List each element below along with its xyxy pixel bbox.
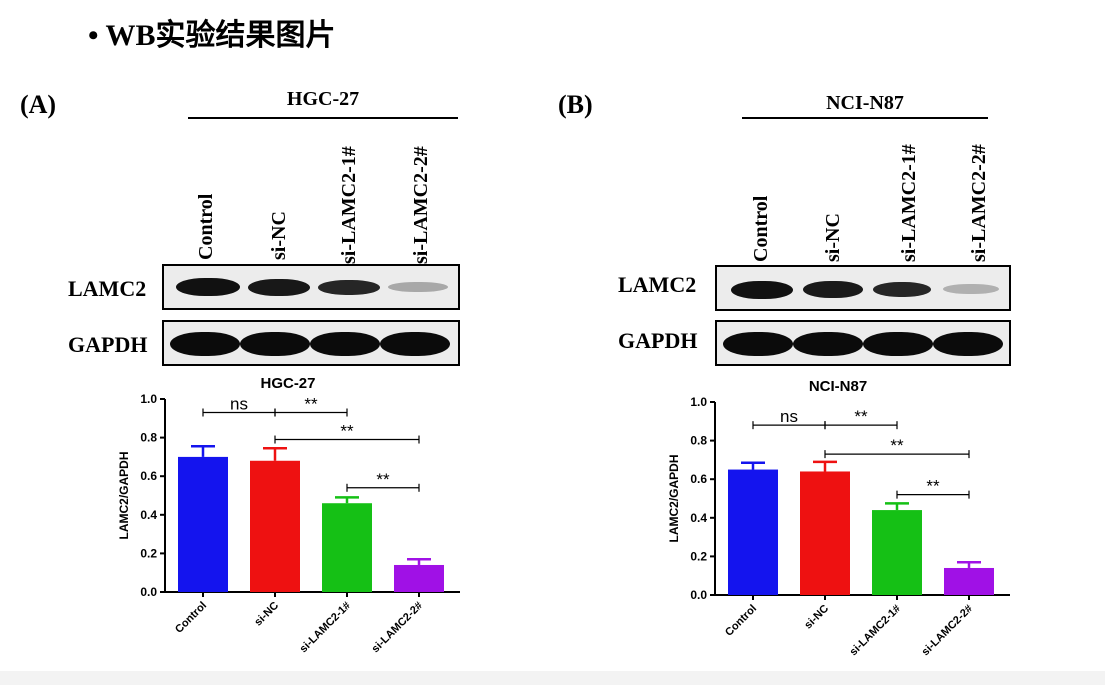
x-tick-label: Control: [723, 603, 759, 639]
significance-label: **: [926, 477, 940, 496]
significance-label: **: [304, 395, 318, 414]
band: [388, 282, 448, 292]
y-tick-label: 1.0: [140, 392, 157, 406]
band: [176, 278, 240, 296]
y-axis-label: LAMC2/GAPDH: [667, 454, 681, 542]
band: [310, 332, 380, 356]
lane-label-control: Control: [750, 195, 772, 262]
title-text: WB实验结果图片: [105, 19, 336, 52]
y-tick-label: 0.8: [140, 431, 157, 445]
slide-title: • WB实验结果图片: [88, 10, 336, 54]
blot-gapdh: [162, 320, 460, 366]
y-tick-label: 0.4: [690, 511, 707, 525]
y-axis-label: LAMC2/GAPDH: [117, 451, 131, 539]
band: [943, 284, 999, 294]
bar: [944, 567, 994, 595]
band: [723, 332, 793, 356]
y-tick-label: 0.6: [140, 469, 157, 483]
panel-label: (B): [558, 90, 593, 119]
footer-strip: [0, 671, 1105, 685]
significance-label: **: [854, 407, 868, 426]
blot-lamc2: [162, 264, 460, 310]
band: [933, 332, 1003, 356]
band: [873, 282, 931, 297]
lane-label-si-lamc2-1: si-LAMC2-1#: [898, 144, 920, 262]
bar: [394, 564, 444, 592]
significance-label: **: [376, 470, 390, 489]
cell-line-label: NCI-N87: [826, 92, 904, 114]
x-tick-label: si-NC: [802, 603, 831, 632]
y-tick-label: 1.0: [690, 395, 707, 409]
protein-label-gapdh: GAPDH: [618, 328, 698, 353]
band: [863, 332, 933, 356]
x-tick-label: si-LAMC2-1#: [848, 603, 904, 659]
chart-title: HGC-27: [260, 375, 315, 392]
bar: [800, 471, 850, 595]
bar: [872, 510, 922, 595]
significance-label: ns: [780, 407, 798, 426]
lane-label-si-nc: si-NC: [822, 213, 844, 262]
band: [248, 279, 310, 296]
band: [793, 332, 863, 356]
band: [380, 332, 450, 356]
protein-label-gapdh: GAPDH: [68, 332, 148, 357]
band: [803, 281, 863, 298]
band: [170, 332, 240, 356]
bar-chart: NCI-N87 0.0 0.2 0.4 0.6 0.8 1.0 LAMC2/GAPDH Cont…: [667, 378, 1010, 659]
y-tick-label: 0.2: [690, 549, 707, 563]
y-tick-label: 0.2: [140, 546, 157, 560]
band: [731, 281, 793, 299]
bar: [250, 460, 300, 592]
bar: [728, 469, 778, 595]
y-tick-label: 0.0: [690, 588, 707, 602]
significance-label: **: [890, 436, 904, 455]
y-tick-label: 0.0: [140, 585, 157, 599]
cell-line-bracket: [188, 117, 458, 119]
y-tick-label: 0.4: [140, 508, 157, 522]
blot-lamc2: [715, 265, 1011, 311]
cell-line-label: HGC-27: [286, 88, 360, 110]
lane-label-si-lamc2-2: si-LAMC2-2#: [968, 144, 990, 262]
cell-line-bracket: [742, 117, 988, 119]
bullet: •: [88, 19, 99, 52]
chart-title: NCI-N87: [809, 378, 867, 395]
bar: [322, 503, 372, 592]
protein-label-lamc2: LAMC2: [618, 272, 697, 297]
panel-label: (A): [20, 90, 57, 119]
band: [240, 332, 310, 356]
band: [318, 280, 380, 295]
bar: [178, 456, 228, 592]
significance-label: **: [340, 422, 354, 441]
bar-chart: HGC-270.00.20.40.60.81.0LAMC2/GAPDHContr…: [117, 375, 460, 655]
blot-gapdh: [715, 320, 1011, 366]
x-tick-label: si-LAMC2-2#: [920, 603, 976, 659]
significance-label: ns: [230, 395, 248, 414]
y-tick-label: 0.6: [690, 472, 707, 486]
y-tick-label: 0.8: [690, 434, 707, 448]
protein-label-lamc2: LAMC2: [68, 276, 147, 301]
